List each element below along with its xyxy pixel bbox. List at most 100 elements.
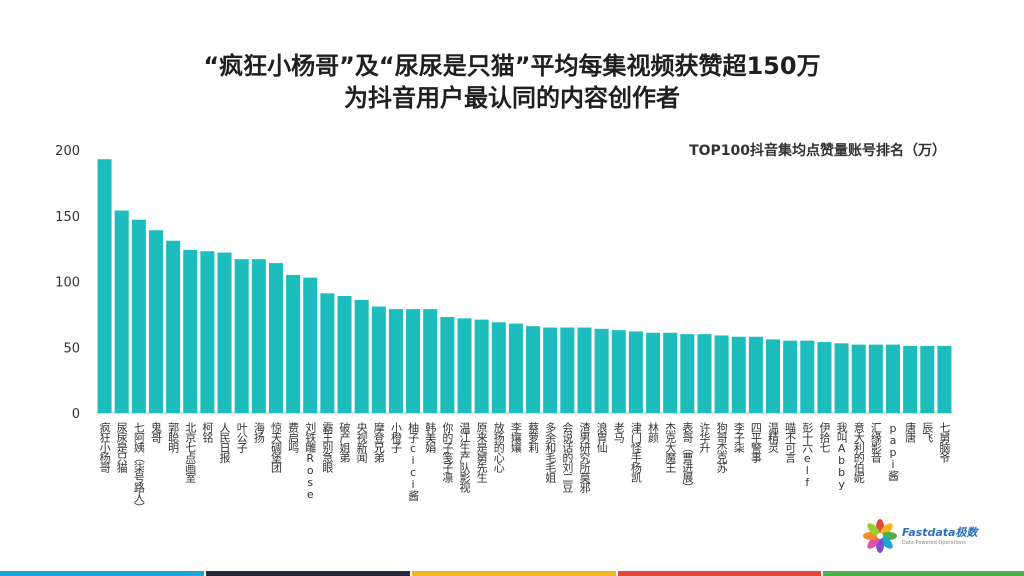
bar — [303, 277, 318, 413]
x-tick-label: 原来是舅先生 — [475, 422, 488, 483]
x-tick-label: 四平警事 — [749, 422, 762, 463]
bar — [628, 331, 643, 413]
chart-title-line-2: 为抖音用户最认同的内容创作者 — [344, 84, 680, 112]
y-tick-label: 100 — [55, 276, 80, 291]
bar — [97, 159, 112, 413]
x-tick-label: 七阿姨（柒号路人） — [132, 422, 145, 512]
logo-tagline: Data Powered Operations — [902, 540, 966, 546]
bar — [748, 336, 763, 413]
bar — [817, 341, 832, 413]
bar — [663, 332, 678, 413]
x-tick-label: 叶公子 — [235, 422, 248, 453]
x-tick-label: 喵不可言 — [784, 422, 797, 464]
x-tick-label: 放扬的心心 — [492, 421, 505, 473]
x-tick-label: 你的子笺子凛 — [441, 422, 454, 483]
x-tick-label: 唐唐 — [904, 421, 917, 444]
bar — [337, 295, 352, 413]
bar — [885, 344, 901, 413]
bar — [423, 309, 438, 413]
chart-subtitle: TOP100抖音集均点赞量账号排名（万） — [689, 143, 946, 159]
bar — [697, 334, 712, 413]
footer-bar-red — [618, 571, 821, 576]
x-tick-label: 我叫Abby — [835, 422, 848, 490]
bar — [114, 210, 129, 413]
bar — [148, 230, 164, 413]
bar — [646, 332, 661, 413]
x-tick-label: 柯铭 — [201, 422, 214, 444]
bar — [354, 299, 369, 413]
bar — [594, 328, 609, 413]
footer-bar-green — [823, 571, 1024, 576]
x-tick-label: 鬼哥 — [149, 421, 162, 443]
flower-logo-icon — [863, 519, 897, 553]
bar — [903, 345, 918, 413]
bar — [783, 340, 798, 413]
x-tick-label: 林颜 — [647, 421, 660, 444]
bar — [474, 319, 489, 413]
x-tick-label: 老马 — [612, 422, 625, 444]
x-tick-label: 狗哥杰克苏 — [715, 422, 728, 474]
bar — [217, 252, 232, 413]
x-tick-label: 李子柒 — [732, 421, 745, 454]
bar — [371, 306, 386, 413]
x-tick-label: 七舅脑爷 — [938, 422, 951, 464]
bar — [508, 323, 523, 413]
bar — [251, 259, 266, 413]
x-tick-label: 伊拾七 — [818, 422, 831, 453]
bar — [234, 259, 249, 413]
x-tick-label: 惊天碉堡团 — [269, 421, 282, 474]
bar — [937, 345, 952, 413]
x-tick-label: 渣男研究所莫邪 — [578, 421, 591, 494]
x-tick-label: 意大利的伯妮 — [852, 421, 865, 483]
bar — [611, 330, 626, 413]
x-tick-label: 许华升 — [698, 422, 711, 454]
x-tick-label: 海扬 — [252, 421, 265, 444]
bar — [577, 327, 592, 413]
y-tick-label: 50 — [63, 341, 80, 356]
bar — [714, 335, 729, 413]
x-tick-label: 费启鸣 — [287, 422, 300, 454]
bar — [183, 249, 198, 413]
x-tick-label: 尿尿是只猫 — [115, 422, 128, 473]
bar — [440, 317, 455, 413]
x-tick-label: 疯狂小杨哥 — [98, 421, 111, 473]
x-tick-label: 人民日报 — [218, 422, 231, 464]
x-tick-label: 北京七点画室 — [184, 422, 197, 483]
bar — [920, 345, 935, 413]
x-tick-label: 彭十六elf — [801, 421, 814, 488]
bar — [766, 339, 781, 413]
x-tick-label: 辰飞 — [921, 422, 934, 443]
footer-bar-blue — [0, 571, 204, 576]
x-tick-label: 柚子cici酱 — [407, 421, 420, 502]
bar — [680, 334, 695, 413]
x-tick-label: 浪胃仙 — [595, 421, 608, 453]
bar — [851, 344, 866, 413]
bar — [388, 309, 403, 413]
x-tick-label: 刘铁雕Rose — [304, 422, 317, 500]
x-tick-label: 会说话的刘二豆 — [561, 422, 574, 493]
x-tick-label: 韩美娟 — [424, 421, 437, 454]
bar — [543, 327, 558, 413]
x-tick-label: 蔡萝莉 — [527, 422, 540, 453]
x-tick-label: papi酱 — [887, 422, 900, 482]
y-tick-label: 150 — [55, 210, 80, 225]
x-tick-label: 央视新闻 — [355, 422, 368, 464]
x-tick-label: 表哥（曹进展） — [681, 421, 694, 492]
fastdata-logo: Fastdata极数 Data Powered Operations — [862, 518, 982, 558]
bar — [560, 327, 575, 413]
bar — [286, 274, 301, 413]
bar — [166, 240, 181, 413]
x-tick-label: 汇缘影音 — [869, 422, 882, 464]
x-tick-label: 津门怪手杨凯 — [629, 422, 642, 483]
logo-name: Fastdata极数 — [902, 526, 978, 539]
y-tick-label: 0 — [72, 407, 80, 422]
x-tick-label: 霸王别急眼 — [321, 422, 334, 474]
bar — [526, 326, 541, 413]
x-tick-label: 杰克大魔王 — [664, 422, 677, 473]
x-tick-label: 多余和毛毛姐 — [544, 421, 557, 483]
x-tick-label: 温江生产队影视 — [458, 422, 471, 493]
bar — [268, 263, 283, 413]
bar — [491, 322, 506, 413]
bar — [320, 293, 335, 413]
